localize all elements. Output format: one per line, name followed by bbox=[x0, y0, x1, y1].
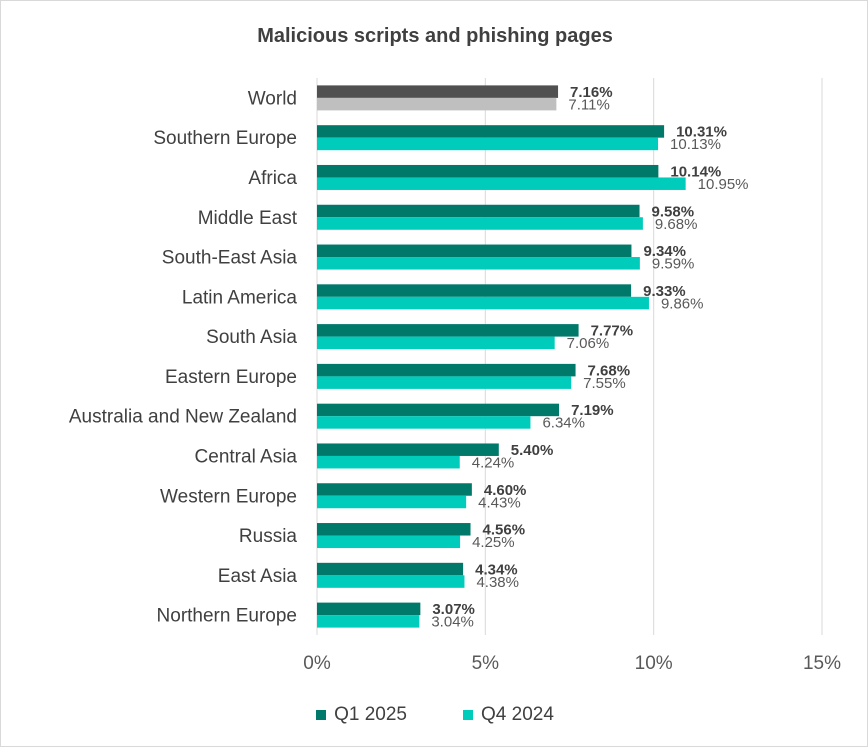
bar-australia-and-new-zealand-q4-2024 bbox=[317, 416, 531, 429]
data-label-northern-europe-q1-2025: 3.07% bbox=[432, 601, 475, 618]
bar-latin-america-q1-2025 bbox=[317, 284, 632, 297]
legend-swatch-q1-2025 bbox=[316, 710, 327, 720]
data-label-south-asia-q1-2025: 7.77% bbox=[591, 323, 634, 340]
bar-africa-q1-2025 bbox=[317, 164, 659, 178]
legend-label-q1-2025: Q1 2025 bbox=[334, 704, 407, 725]
bar-south-asia-q1-2025 bbox=[317, 324, 579, 337]
x-tick-label: 15% bbox=[803, 653, 841, 674]
category-label-northern-europe: Northern Europe bbox=[157, 606, 297, 627]
category-label-russia: Russia bbox=[239, 526, 298, 547]
category-label-southern-europe: Southern Europe bbox=[153, 128, 297, 149]
bar-southern-europe-q4-2024 bbox=[317, 137, 659, 151]
category-label-eastern-europe: Eastern Europe bbox=[165, 367, 297, 388]
bar-russia-q1-2025 bbox=[317, 523, 471, 536]
data-label-africa-q4-2024: 10.95% bbox=[698, 176, 749, 193]
x-tick-label: 5% bbox=[472, 653, 500, 674]
bar-south-east-asia-q4-2024 bbox=[317, 257, 640, 270]
data-label-middle-east-q1-2025: 9.58% bbox=[652, 203, 695, 220]
legend-label-q4-2024: Q4 2024 bbox=[481, 704, 554, 725]
bar-eastern-europe-q1-2025 bbox=[317, 363, 576, 377]
legend-item-q1-2025: Q1 2025 bbox=[316, 704, 407, 726]
data-label-central-asia-q1-2025: 5.40% bbox=[511, 442, 554, 459]
category-label-australia-and-new-zealand: Australia and New Zealand bbox=[69, 407, 297, 428]
data-label-southern-europe-q1-2025: 10.31% bbox=[676, 124, 727, 141]
data-label-south-east-asia-q1-2025: 9.34% bbox=[643, 243, 686, 260]
data-label-northern-europe-q4-2024: 3.04% bbox=[431, 614, 474, 631]
bar-western-europe-q1-2025 bbox=[317, 483, 472, 496]
data-label-south-asia-q4-2024: 7.06% bbox=[567, 335, 610, 352]
bar-eastern-europe-q4-2024 bbox=[317, 376, 572, 389]
data-label-middle-east-q4-2024: 9.68% bbox=[655, 216, 698, 233]
bar-africa-q4-2024 bbox=[317, 177, 686, 190]
data-label-eastern-europe-q4-2024: 7.55% bbox=[583, 375, 626, 392]
legend-item-q4-2024: Q4 2024 bbox=[463, 704, 554, 726]
data-label-africa-q1-2025: 10.14% bbox=[670, 163, 721, 180]
bar-latin-america-q4-2024 bbox=[317, 296, 649, 310]
bar-world-q4-2024 bbox=[317, 97, 557, 111]
category-label-world: World bbox=[248, 88, 297, 109]
data-label-eastern-europe-q1-2025: 7.68% bbox=[588, 362, 631, 379]
legend: Q1 2025 Q4 2024 bbox=[1, 704, 868, 726]
x-tick-label: 0% bbox=[303, 653, 331, 674]
data-label-australia-and-new-zealand-q1-2025: 7.19% bbox=[571, 402, 614, 419]
x-tick-label: 10% bbox=[635, 653, 673, 674]
data-label-central-asia-q4-2024: 4.24% bbox=[472, 454, 515, 471]
bar-central-asia-q4-2024 bbox=[317, 455, 460, 469]
chart-title: Malicious scripts and phishing pages bbox=[257, 25, 613, 47]
bar-chart: 0% 5% 10% 15% World 7.16%7.11% Southern Europe… bbox=[69, 78, 841, 674]
bar-southern-europe-q1-2025 bbox=[317, 125, 665, 138]
bar-middle-east-q4-2024 bbox=[317, 217, 643, 230]
bar-russia-q4-2024 bbox=[317, 535, 461, 549]
bar-northern-europe-q1-2025 bbox=[317, 602, 421, 616]
data-label-latin-america-q1-2025: 9.33% bbox=[643, 283, 686, 300]
bar-australia-and-new-zealand-q1-2025 bbox=[317, 403, 560, 417]
category-label-latin-america: Latin America bbox=[182, 287, 298, 308]
category-label-south-asia: South Asia bbox=[206, 327, 297, 348]
data-label-world-q4-2024: 7.11% bbox=[568, 96, 609, 113]
category-label-east-asia: East Asia bbox=[218, 566, 298, 587]
bar-western-europe-q4-2024 bbox=[317, 495, 467, 509]
bar-world-q1-2025 bbox=[317, 85, 559, 98]
bar-south-east-asia-q1-2025 bbox=[317, 244, 632, 258]
data-label-latin-america-q4-2024: 9.86% bbox=[661, 295, 704, 312]
data-label-east-asia-q4-2024: 4.38% bbox=[476, 574, 519, 591]
category-label-africa: Africa bbox=[248, 168, 297, 189]
data-label-australia-and-new-zealand-q4-2024: 6.34% bbox=[542, 415, 585, 432]
data-label-southern-europe-q4-2024: 10.13% bbox=[670, 136, 721, 153]
data-label-western-europe-q1-2025: 4.60% bbox=[484, 482, 527, 499]
category-label-western-europe: Western Europe bbox=[160, 486, 297, 507]
data-label-south-east-asia-q4-2024: 9.59% bbox=[652, 256, 695, 273]
category-label-south-east-asia: South-East Asia bbox=[162, 248, 298, 269]
category-label-middle-east: Middle East bbox=[198, 208, 298, 229]
data-label-east-asia-q1-2025: 4.34% bbox=[475, 561, 518, 578]
bar-east-asia-q1-2025 bbox=[317, 562, 464, 576]
category-label-central-asia: Central Asia bbox=[195, 446, 298, 467]
data-label-world-q1-2025: 7.16% bbox=[570, 84, 613, 101]
bar-east-asia-q4-2024 bbox=[317, 575, 465, 588]
bar-south-asia-q4-2024 bbox=[317, 336, 555, 350]
data-label-western-europe-q4-2024: 4.43% bbox=[478, 494, 521, 511]
bar-central-asia-q1-2025 bbox=[317, 443, 499, 456]
bar-middle-east-q1-2025 bbox=[317, 204, 640, 218]
data-label-russia-q1-2025: 4.56% bbox=[483, 522, 526, 539]
bar-northern-europe-q4-2024 bbox=[317, 615, 420, 628]
legend-swatch-q4-2024 bbox=[463, 710, 473, 720]
data-label-russia-q4-2024: 4.25% bbox=[472, 534, 515, 551]
